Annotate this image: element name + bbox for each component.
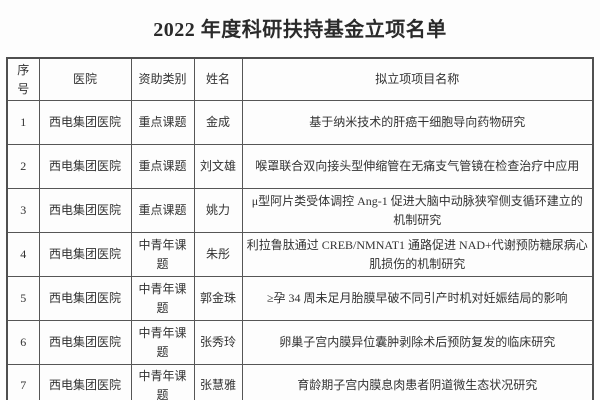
name-cell: 姚力 (193, 188, 243, 234)
category-cell: 重点课题 (130, 100, 195, 146)
header-category: 资助类别 (130, 57, 195, 102)
category-cell: 重点课题 (130, 144, 195, 190)
table-row: 2 西电集团医院 重点课题 刘文雄 喉罩联合双向接头型伸缩管在无痛支气管镜在检查… (6, 144, 594, 190)
header-hospital: 医院 (38, 57, 132, 102)
name-cell: 郭金珠 (193, 276, 243, 322)
category-cell: 重点课题 (130, 188, 195, 234)
project-cell: 喉罩联合双向接头型伸缩管在无痛支气管镜在检查治疗中应用 (241, 144, 594, 190)
index-cell: 3 (6, 188, 40, 234)
category-cell: 中青年课题 (130, 364, 195, 400)
hospital-cell: 西电集团医院 (38, 276, 132, 322)
project-cell: 利拉鲁肽通过 CREB/NMNAT1 通路促进 NAD+代谢预防糖尿病心肌损伤的… (241, 232, 594, 278)
index-cell: 6 (6, 320, 40, 366)
name-cell: 刘文雄 (193, 144, 243, 190)
name-cell: 张慧雅 (193, 364, 243, 400)
hospital-cell: 西电集团医院 (38, 320, 132, 366)
hospital-cell: 西电集团医院 (38, 364, 132, 400)
index-cell: 4 (6, 232, 40, 278)
name-cell: 金成 (193, 100, 243, 146)
project-cell: 基于纳米技术的肝癌干细胞导向药物研究 (241, 100, 594, 146)
project-cell: 育龄期子宫内膜息肉患者阴道微生态状况研究 (241, 364, 594, 400)
table-row: 7 西电集团医院 中青年课题 张慧雅 育龄期子宫内膜息肉患者阴道微生态状况研究 (6, 364, 594, 400)
category-cell: 中青年课题 (130, 276, 195, 322)
table-row: 3 西电集团医院 重点课题 姚力 μ型阿片类受体调控 Ang-1 促进大脑中动脉… (6, 188, 594, 234)
hospital-cell: 西电集团医院 (38, 232, 132, 278)
header-name: 姓名 (193, 57, 243, 102)
table-row: 6 西电集团医院 中青年课题 张秀玲 卵巢子宫内膜异位囊肿剥除术后预防复发的临床… (6, 320, 594, 366)
table-row: 4 西电集团医院 中青年课题 朱彤 利拉鲁肽通过 CREB/NMNAT1 通路促… (6, 232, 594, 278)
index-cell: 7 (6, 364, 40, 400)
project-cell: ≥孕 34 周未足月胎膜早破不同引产时机对妊娠结局的影响 (241, 276, 594, 322)
hospital-cell: 西电集团医院 (38, 188, 132, 234)
category-cell: 中青年课题 (130, 320, 195, 366)
table-row: 1 西电集团医院 重点课题 金成 基于纳米技术的肝癌干细胞导向药物研究 (6, 100, 594, 146)
projects-table: 序号 医院 资助类别 姓名 拟立项项目名称 1 西电集团医院 重点课题 金成 基… (6, 57, 594, 400)
name-cell: 张秀玲 (193, 320, 243, 366)
index-cell: 1 (6, 100, 40, 146)
category-cell: 中青年课题 (130, 232, 195, 278)
hospital-cell: 西电集团医院 (38, 100, 132, 146)
index-cell: 5 (6, 276, 40, 322)
header-index: 序号 (6, 57, 40, 102)
index-cell: 2 (6, 144, 40, 190)
name-cell: 朱彤 (193, 232, 243, 278)
table-row: 5 西电集团医院 中青年课题 郭金珠 ≥孕 34 周未足月胎膜早破不同引产时机对… (6, 276, 594, 322)
page-title: 2022 年度科研扶持基金立项名单 (153, 19, 447, 41)
project-cell: 卵巢子宫内膜异位囊肿剥除术后预防复发的临床研究 (241, 320, 594, 366)
header-project: 拟立项项目名称 (241, 57, 594, 102)
project-cell: μ型阿片类受体调控 Ang-1 促进大脑中动脉狭窄侧支循环建立的机制研究 (241, 188, 594, 234)
table-header-row: 序号 医院 资助类别 姓名 拟立项项目名称 (6, 57, 594, 102)
hospital-cell: 西电集团医院 (38, 144, 132, 190)
